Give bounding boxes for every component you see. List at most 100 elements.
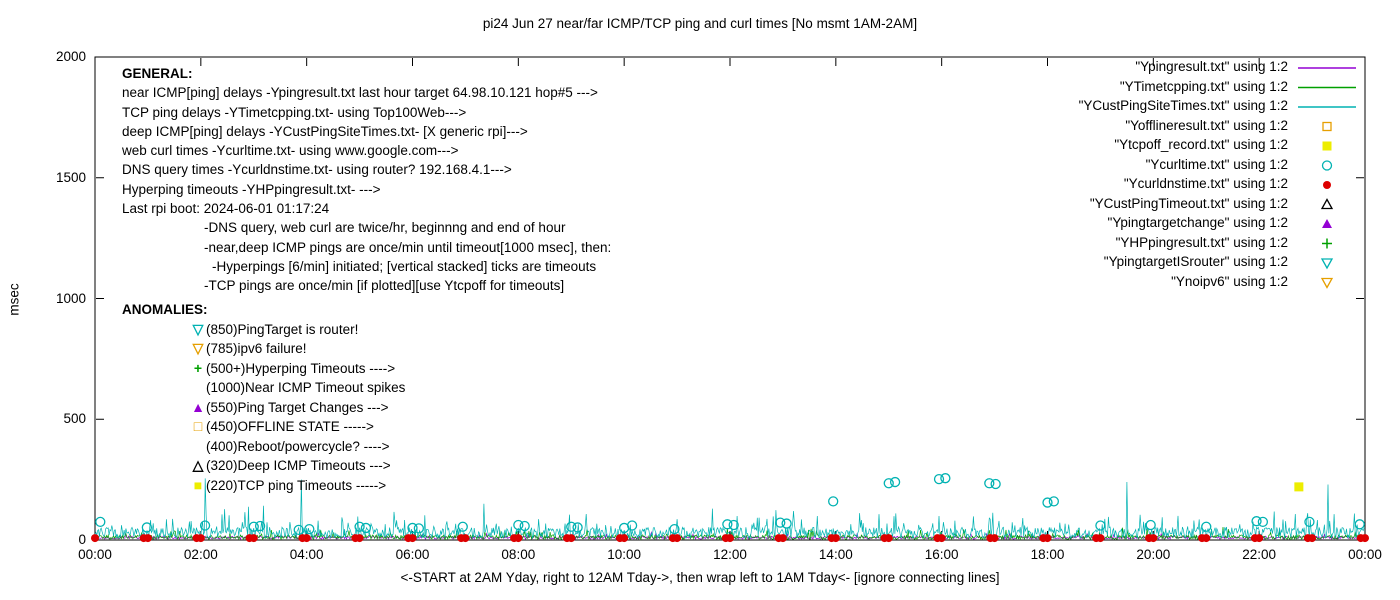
- x-tick-label: 06:00: [395, 547, 430, 562]
- legend-marker-sample: [1321, 160, 1333, 171]
- data-point-marker: [984, 478, 995, 489]
- data-point-marker: [884, 534, 893, 543]
- data-point-marker: [196, 534, 205, 543]
- data-point-marker: [1202, 534, 1211, 543]
- x-tick-label: 14:00: [818, 547, 853, 562]
- data-point-marker: [354, 521, 365, 532]
- triangle-open-icon: △: [192, 457, 204, 473]
- data-point-marker: [990, 478, 1001, 490]
- y-tick-label: 500: [63, 411, 86, 427]
- x-tick-label: 00:00: [1348, 547, 1382, 562]
- legend-marker-sample: [1323, 181, 1331, 189]
- square-open-icon: □: [193, 418, 203, 434]
- data-point-marker: [513, 519, 524, 531]
- data-point-marker: [990, 534, 999, 543]
- data-point-marker: [889, 476, 901, 488]
- data-point-marker: [91, 534, 99, 543]
- general-line: DNS query times -Ycurldnstime.txt- using…: [122, 162, 512, 178]
- x-tick-label: 20:00: [1136, 547, 1171, 562]
- data-point-marker: [1149, 534, 1158, 543]
- data-point-marker: [249, 534, 258, 543]
- anomalies-header: ANOMALIES:: [122, 302, 208, 317]
- anomaly-text: (320)Deep ICMP Timeouts --->: [206, 458, 391, 473]
- legend-entry: "YCustPingSiteTimes.txt" using 1:2: [1078, 98, 1288, 113]
- data-point-marker: [360, 522, 372, 534]
- square-filled-icon: ■: [193, 476, 203, 493]
- legend-marker-sample: [1322, 141, 1332, 151]
- data-point-marker: [567, 534, 576, 543]
- legend-entry: "Ypingtargetchange" using 1:2: [1107, 215, 1288, 230]
- data-point-marker: [355, 534, 364, 543]
- data-point-marker: [1095, 520, 1106, 531]
- plus-icon: +: [193, 359, 203, 376]
- data-point-marker: [408, 534, 417, 543]
- data-point-marker: [937, 534, 946, 543]
- anomaly-text: (550)Ping Target Changes --->: [206, 399, 389, 415]
- data-point-marker: [1308, 534, 1317, 543]
- y-tick-label: 1000: [55, 290, 86, 306]
- data-point-marker: [304, 523, 315, 535]
- legend-entry: "YHPpingresult.txt" using 1:2: [1115, 234, 1288, 250]
- data-point-marker: [728, 519, 739, 531]
- data-point-marker: [1042, 497, 1053, 508]
- triangle-down-open-icon: ▽: [192, 320, 204, 337]
- legend-entry: "Ycurltime.txt" using 1:2: [1145, 156, 1288, 172]
- anomaly-text: (450)OFFLINE STATE ----->: [206, 419, 374, 434]
- anomalies-annotation-block: ANOMALIES: ▽ (850)PingTarget is router! ▽…: [122, 300, 405, 495]
- data-point-marker: [457, 521, 468, 532]
- data-point-marker: [778, 534, 787, 543]
- y-axis-label: msec: [6, 283, 22, 316]
- legend-entry: "Ynoipv6" using 1:2: [1171, 273, 1288, 289]
- chart-title: pi24 Jun 27 near/far ICMP/TCP ping and c…: [482, 16, 918, 31]
- legend-entry: "YTimetcpping.txt" using 1:2: [1119, 78, 1288, 94]
- legend-entry: "Ycurldnstime.txt" using 1:2: [1123, 176, 1288, 191]
- anomaly-item: ■ (220)TCP ping Timeouts ----->: [122, 476, 405, 496]
- data-point-marker: [781, 518, 792, 529]
- data-point-marker: [1255, 534, 1264, 543]
- general-line: -TCP pings are once/min [if plotted][use…: [204, 278, 565, 294]
- data-point-marker: [302, 534, 311, 543]
- general-line: TCP ping delays -YTimetcpping.txt- using…: [122, 104, 467, 120]
- data-point-marker: [293, 524, 304, 536]
- data-point-marker: [673, 534, 682, 543]
- triangle-filled-icon: ▲: [191, 398, 205, 415]
- legend-marker-sample: [1322, 121, 1332, 132]
- x-tick-label: 12:00: [713, 547, 747, 562]
- data-point-marker: [1145, 519, 1156, 531]
- data-point-marker: [1096, 534, 1105, 543]
- data-point-marker: [413, 523, 425, 534]
- x-axis-label: <-START at 2AM Yday, right to 12AM Tday-…: [400, 570, 1000, 585]
- anomaly-item: ▽ (785)ipv6 failure!: [122, 339, 405, 359]
- legend-entry: "Yofflineresult.txt" using 1:2: [1125, 117, 1288, 133]
- data-point-marker: [519, 520, 530, 532]
- general-header: GENERAL:: [122, 66, 193, 81]
- x-tick-label: 22:00: [1242, 547, 1277, 562]
- anomaly-text: (220)TCP ping Timeouts ----->: [206, 477, 387, 493]
- anomaly-item: (1000)Near ICMP Timeout spikes: [122, 378, 405, 398]
- data-point-marker: [883, 478, 894, 489]
- data-point-marker: [831, 534, 840, 543]
- legend-entry: "YpingtargetISrouter" using 1:2: [1103, 254, 1288, 269]
- legend-marker-sample: [1320, 198, 1334, 210]
- data-point-marker: [514, 534, 523, 543]
- data-point-marker: [1354, 519, 1365, 530]
- general-line: deep ICMP[ping] delays -YCustPingSiteTim…: [122, 123, 528, 139]
- anomaly-item: □ (450)OFFLINE STATE ----->: [122, 417, 405, 437]
- y-tick-label: 2000: [55, 49, 86, 64]
- data-point-marker: [1201, 521, 1212, 532]
- data-point-marker: [1257, 516, 1269, 528]
- anomaly-item: ▽ (850)PingTarget is router!: [122, 320, 405, 340]
- data-point-marker: [775, 517, 786, 528]
- x-tick-label: 00:00: [78, 547, 112, 562]
- general-line: web curl times -Ycurltime.txt- using www…: [122, 143, 459, 159]
- legend-marker-sample: [1320, 258, 1334, 270]
- data-point-marker: [828, 496, 839, 507]
- anomaly-item: ▲(550)Ping Target Changes --->: [122, 398, 405, 418]
- data-point-marker: [199, 520, 211, 531]
- x-tick-label: 16:00: [924, 547, 959, 562]
- general-line: -Hyperpings [6/min] initiated; [vertical…: [212, 258, 597, 274]
- data-point-marker: [407, 522, 418, 534]
- legend-entry: "Ypingresult.txt" using 1:2: [1135, 59, 1288, 74]
- data-point-marker: [940, 473, 951, 484]
